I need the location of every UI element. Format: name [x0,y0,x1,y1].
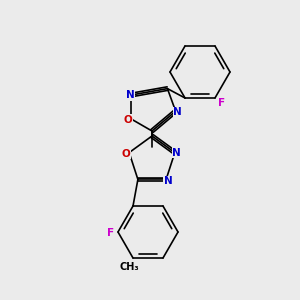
Text: O: O [124,115,133,125]
Text: N: N [164,176,172,186]
Text: F: F [107,228,115,238]
Text: O: O [122,148,130,159]
Text: N: N [172,148,181,158]
Text: N: N [173,107,182,117]
Text: N: N [126,90,135,100]
Text: F: F [218,98,226,108]
Text: CH₃: CH₃ [119,262,139,272]
